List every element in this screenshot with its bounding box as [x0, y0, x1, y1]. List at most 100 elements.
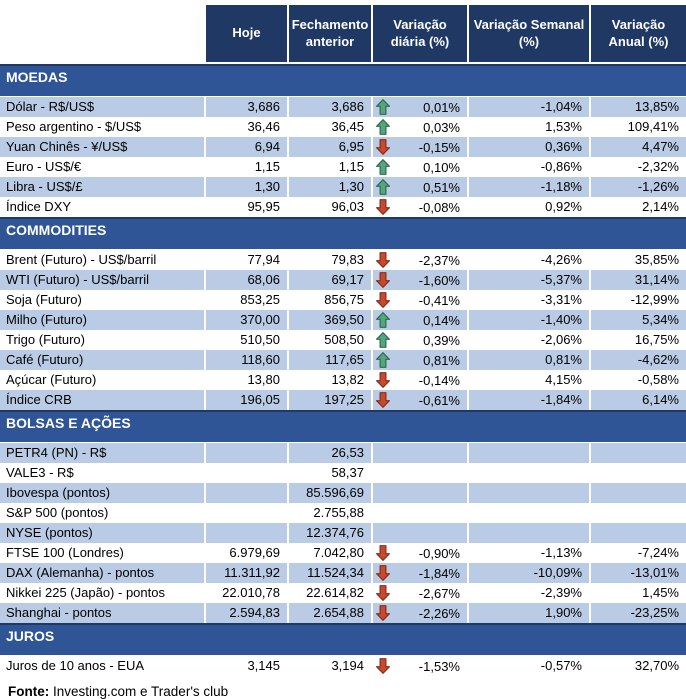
section-title: MOEDAS — [6, 69, 68, 85]
cell-variacao-semanal — [467, 523, 589, 543]
row-label: Libra - US$/£ — [0, 177, 204, 197]
cell-fechamento-anterior: 85.596,69 — [287, 483, 371, 503]
down-arrow-icon — [376, 392, 390, 408]
variacao-diaria-value: -0,15% — [418, 139, 460, 155]
cell-hoje — [204, 443, 287, 463]
table-row: Shanghai - pontos 2.594,83 2.654,88 -2,2… — [0, 603, 686, 623]
row-label: Peso argentino - $/US$ — [6, 119, 142, 134]
section-rows: PETR4 (PN) - R$ 26,53 VALE3 - R$ 58,37 I… — [0, 443, 686, 623]
cell-fechamento-anterior: 22.614,82 — [287, 583, 371, 603]
cell-variacao-anual — [589, 463, 686, 483]
down-arrow-icon — [376, 139, 390, 155]
cell-variacao-semanal: -1,18% — [467, 177, 589, 197]
cell-variacao-anual: 2,14% — [589, 197, 686, 217]
column-header-variacao-semanal: Variação Semanal (%) — [467, 5, 589, 62]
row-label: Ibovespa (pontos) — [0, 483, 204, 503]
cell-variacao-anual: -0,58% — [589, 370, 686, 390]
cell-fechamento-anterior: 6,95 — [287, 137, 371, 157]
cell-variacao-anual: -4,62% — [589, 350, 686, 370]
cell-variacao-anual: 32,70% — [589, 656, 686, 676]
table-row: Euro - US$/€ 1,15 1,15 0,10% -0,86% -2,3… — [0, 157, 686, 177]
cell-variacao-diaria: 0,01% — [371, 97, 467, 117]
row-label: NYSE (pontos) — [0, 523, 204, 543]
variacao-diaria-value: -0,08% — [418, 199, 460, 215]
row-label: Índice CRB — [0, 390, 204, 410]
cell-hoje: 6,94 — [204, 137, 287, 157]
cell-variacao-diaria: -2,67% — [371, 583, 467, 603]
cell-variacao-semanal: 0,81% — [467, 350, 589, 370]
cell-variacao-anual: -1,26% — [589, 177, 686, 197]
cell-variacao-semanal: -0,57% — [467, 656, 589, 676]
cell-hoje — [204, 463, 287, 483]
down-arrow-icon — [376, 199, 390, 215]
table-row: Nikkei 225 (Japão) - pontos 22.010,78 22… — [0, 583, 686, 603]
cell-variacao-anual: -13,01% — [589, 563, 686, 583]
cell-hoje: 3,686 — [204, 97, 287, 117]
cell-variacao-diaria: -0,90% — [371, 543, 467, 563]
cell-variacao-diaria: 0,03% — [371, 117, 467, 137]
section-title: BOLSAS E AÇÕES — [6, 415, 131, 431]
cell-variacao-diaria: 0,10% — [371, 157, 467, 177]
cell-fechamento-anterior: 58,37 — [287, 463, 371, 483]
cell-variacao-diaria: 0,14% — [371, 310, 467, 330]
cell-variacao-semanal: -3,31% — [467, 290, 589, 310]
table-row: Trigo (Futuro) 510,50 508,50 0,39% -2,06… — [0, 330, 686, 350]
variacao-diaria-value: 0,81% — [423, 352, 460, 368]
cell-fechamento-anterior: 1,30 — [287, 177, 371, 197]
cell-variacao-semanal: 1,90% — [467, 603, 589, 623]
cell-variacao-semanal: 0,36% — [467, 137, 589, 157]
cell-fechamento-anterior: 197,25 — [287, 390, 371, 410]
up-arrow-icon — [376, 312, 390, 328]
section-rows: Dólar - R$/US$ 3,686 3,686 0,01% -1,04% … — [0, 97, 686, 217]
variacao-diaria-value: 0,01% — [423, 99, 460, 115]
table-row: Índice CRB 196,05 197,25 -0,61% -1,84% 6… — [0, 390, 686, 410]
cell-hoje: 3,145 — [204, 656, 287, 676]
table-section: JUROS Juros de 10 anos - EUA 3,145 3,194… — [0, 623, 686, 676]
cell-variacao-diaria: -0,41% — [371, 290, 467, 310]
table-row: Milho (Futuro) 370,00 369,50 0,14% -1,40… — [0, 310, 686, 330]
cell-variacao-anual: 35,85% — [589, 250, 686, 270]
cell-variacao-anual: 31,14% — [589, 270, 686, 290]
cell-variacao-diaria — [371, 523, 467, 543]
cell-hoje: 13,80 — [204, 370, 287, 390]
header-corner — [0, 5, 204, 62]
cell-hoje: 370,00 — [204, 310, 287, 330]
table-row: Peso argentino - $/US$ 36,46 36,45 0,03%… — [0, 117, 686, 137]
cell-fechamento-anterior: 69,17 — [287, 270, 371, 290]
table-row: Juros de 10 anos - EUA 3,145 3,194 -1,53… — [0, 656, 686, 676]
cell-fechamento-anterior: 7.042,80 — [287, 543, 371, 563]
up-arrow-icon — [376, 159, 390, 175]
cell-fechamento-anterior: 508,50 — [287, 330, 371, 350]
cell-fechamento-anterior: 96,03 — [287, 197, 371, 217]
cell-variacao-anual: -12,99% — [589, 290, 686, 310]
down-arrow-icon — [376, 585, 390, 601]
row-label: Café (Futuro) — [0, 350, 204, 370]
variacao-diaria-value: 0,10% — [423, 159, 460, 175]
cell-fechamento-anterior: 26,53 — [287, 443, 371, 463]
up-arrow-icon — [376, 352, 390, 368]
cell-fechamento-anterior: 3,194 — [287, 656, 371, 676]
cell-variacao-semanal: -1,40% — [467, 310, 589, 330]
cell-variacao-semanal: 1,53% — [467, 117, 589, 137]
cell-variacao-diaria: -0,08% — [371, 197, 467, 217]
row-label: VALE3 - R$ — [6, 465, 74, 480]
down-arrow-icon — [376, 565, 390, 581]
cell-variacao-diaria: -2,26% — [371, 603, 467, 623]
down-arrow-icon — [376, 545, 390, 561]
cell-hoje: 2.594,83 — [204, 603, 287, 623]
cell-hoje: 118,60 — [204, 350, 287, 370]
cell-variacao-semanal: -0,86% — [467, 157, 589, 177]
cell-variacao-anual: 1,45% — [589, 583, 686, 603]
variacao-diaria-value: -1,60% — [418, 272, 460, 288]
section-rows: Juros de 10 anos - EUA 3,145 3,194 -1,53… — [0, 656, 686, 676]
row-label: Brent (Futuro) - US$/barril — [6, 252, 157, 267]
cell-hoje: 36,46 — [204, 117, 287, 137]
variacao-diaria-value: 0,39% — [423, 332, 460, 348]
down-arrow-icon — [376, 252, 390, 268]
variacao-diaria-value: -0,14% — [418, 372, 460, 388]
cell-variacao-diaria: -1,60% — [371, 270, 467, 290]
row-label: Dólar - R$/US$ — [0, 97, 204, 117]
table-row: Libra - US$/£ 1,30 1,30 0,51% -1,18% -1,… — [0, 177, 686, 197]
down-arrow-icon — [376, 658, 390, 674]
